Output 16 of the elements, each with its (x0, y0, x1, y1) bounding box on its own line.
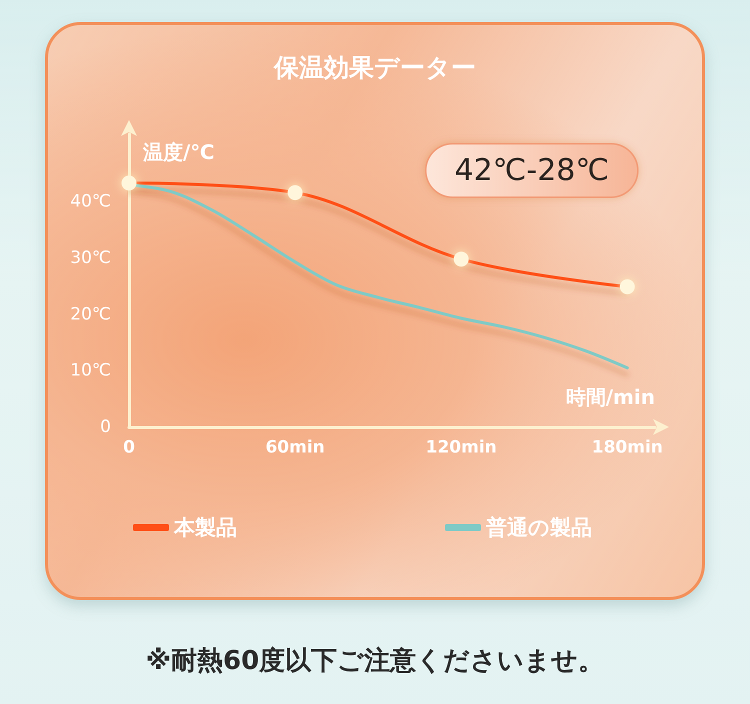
x-tick-label: 180min (592, 438, 663, 458)
y-tick-label: 30℃ (70, 248, 111, 268)
x-tick-label: 0 (123, 438, 136, 458)
y-tick-label: 40℃ (70, 192, 111, 212)
text: ※耐熱60度以下ご注意くださいませ。 (146, 646, 604, 676)
chart-title: 保温効果データー (273, 53, 476, 82)
legend-label: 普通の製品 (485, 516, 592, 540)
y-axis-title: 温度/℃ (142, 140, 215, 164)
y-tick-label: 0 (100, 417, 111, 437)
legend-label: 本製品 (173, 516, 237, 540)
y-tick-label: 10℃ (70, 360, 111, 381)
x-axis-title: 時間/min (566, 385, 655, 409)
y-tick-label: 20℃ (70, 304, 111, 324)
annotation: 42℃-28℃ (454, 153, 610, 188)
x-tick-label: 60min (265, 438, 325, 458)
x-tick-label: 120min (426, 438, 497, 458)
